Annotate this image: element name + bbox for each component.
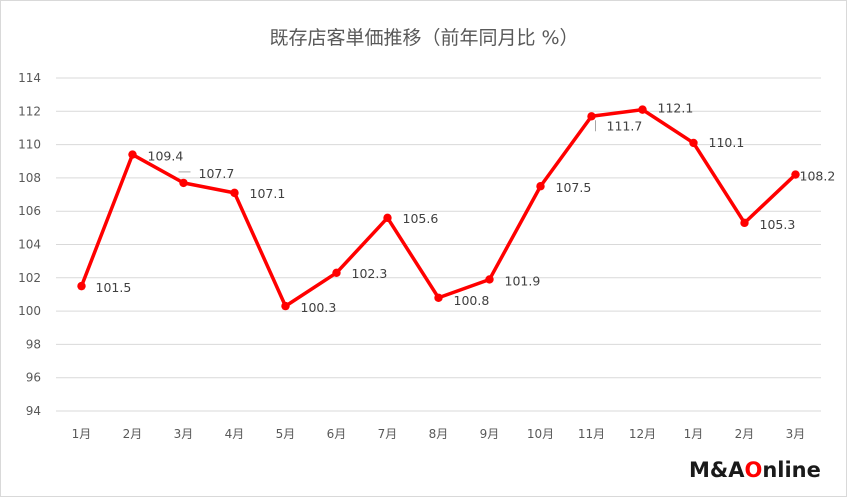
x-tick-label: 7月 [378,427,398,441]
x-tick-label: 11月 [578,427,605,441]
y-tick-label: 98 [26,337,41,351]
x-tick-label: 6月 [327,427,347,441]
data-label: 107.7 [199,166,235,181]
data-label: 102.3 [352,266,388,281]
data-point [281,301,290,311]
data-label: 101.9 [505,273,541,288]
data-point [791,170,800,179]
chart-title: 既存店客単価推移（前年同月比 %） [269,27,578,49]
data-point [689,138,698,148]
data-label: 107.5 [556,180,592,195]
y-tick-label: 114 [18,71,41,85]
data-label: 111.7 [607,118,643,133]
data-point [740,218,749,228]
data-label: 109.4 [148,149,184,164]
x-tick-label: 9月 [480,427,500,441]
data-label: 105.6 [403,211,439,226]
y-tick-label: 100 [18,304,41,318]
x-tick-label: 1月 [684,427,704,441]
data-point [638,105,647,114]
data-point [485,275,494,284]
data-point [77,281,86,291]
data-point [332,268,341,278]
data-label: 107.1 [250,186,286,201]
logo-part-ma: M&A [689,458,745,482]
data-label: 101.5 [96,280,132,295]
y-tick-label: 104 [18,238,41,252]
x-tick-label: 4月 [225,427,245,441]
y-tick-label: 106 [18,204,41,218]
logo: M&AOnline [689,458,821,482]
data-point [587,112,596,121]
series-path [79,107,797,308]
data-point [128,150,137,159]
data-labels: 101.5 109.4 107.7 107.1 100.3 102.3 105.6 100.8… [96,101,836,315]
data-label: 110.1 [709,135,745,150]
x-tick-label: 10月 [527,427,554,441]
data-label: 105.3 [760,217,796,232]
x-tick-label: 12月 [629,427,656,441]
y-tick-label: 94 [26,404,41,418]
logo-part-nline: nline [762,458,821,482]
data-label: 100.8 [454,293,490,308]
data-label: 108.2 [800,169,836,184]
y-tick-label: 96 [26,371,41,385]
x-tick-label: 8月 [429,427,449,441]
svg-text:M&AOnline: M&AOnline [689,458,821,482]
x-tick-label: 3月 [786,427,806,441]
data-point [536,182,545,191]
data-point [383,213,392,223]
data-label: 100.3 [301,300,337,315]
data-point [434,293,443,302]
y-tick-label: 112 [18,104,41,118]
y-axis-ticks: 94 96 98 100 102 104 106 108 110 112 114 [18,71,41,418]
series-line [77,105,800,311]
data-point [230,188,239,198]
x-tick-label: 3月 [174,427,194,441]
data-label: 112.1 [658,101,694,116]
x-axis-ticks: 1月 2月 3月 4月 5月 6月 7月 8月 9月 10月 11月 12月 1月 2月 3月 [72,427,806,441]
x-tick-label: 2月 [123,427,143,441]
gridlines [56,77,821,412]
x-tick-label: 2月 [735,427,755,441]
y-tick-label: 102 [18,271,41,285]
y-tick-label: 110 [18,138,41,152]
x-tick-label: 5月 [276,427,296,441]
logo-part-o: O [744,458,762,482]
x-tick-label: 1月 [72,427,92,441]
y-tick-label: 108 [18,171,41,185]
data-point [179,178,188,188]
